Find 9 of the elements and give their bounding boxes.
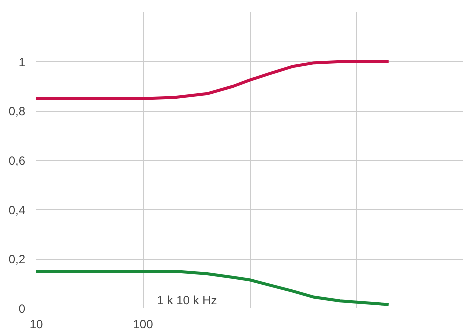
- y-tick-label: 0,6: [8, 154, 26, 168]
- y-tick-label: 0: [18, 302, 26, 316]
- annotation: 1 k 10 k Hz: [157, 294, 218, 308]
- y-tick-label: 0,4: [8, 203, 26, 218]
- y-tick-label: 1: [18, 55, 26, 70]
- y-tick-label: 0,2: [8, 252, 26, 267]
- x-tick-label: 100: [133, 318, 154, 331]
- y-tick-label: 0,8: [8, 104, 26, 119]
- x-tick-label: 10: [30, 318, 44, 331]
